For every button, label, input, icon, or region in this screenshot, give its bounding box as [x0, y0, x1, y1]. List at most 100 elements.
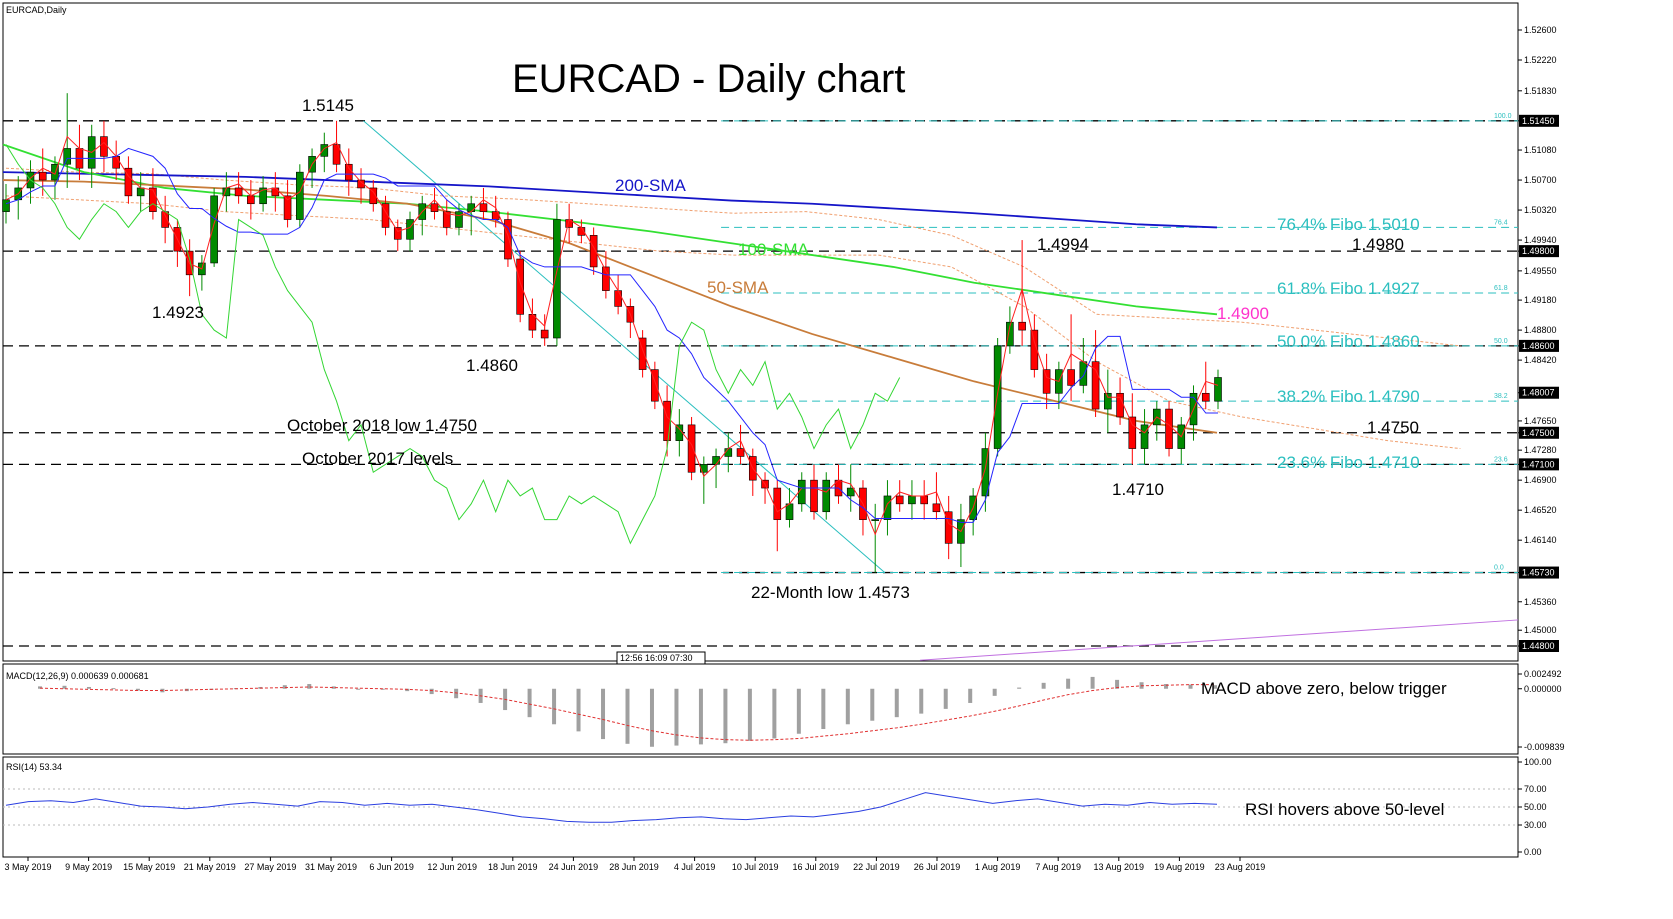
ichimoku-span-a — [5, 167, 1461, 347]
candle-body — [455, 211, 463, 228]
fib-ratio-label: 50.0 — [1494, 338, 1508, 345]
candle-body — [149, 187, 157, 212]
x-tick-label: 6 Jun 2019 — [369, 862, 414, 872]
candle-body — [1165, 408, 1173, 449]
macd-histogram-bar — [723, 688, 728, 744]
candle-body — [908, 495, 916, 505]
price-box — [1519, 640, 1559, 652]
macd-histogram-bar — [62, 685, 67, 689]
fib-ratio-label: 76.4 — [1494, 219, 1508, 226]
x-tick-label: 4 Jul 2019 — [674, 862, 716, 872]
x-tick-label: 26 Jul 2019 — [914, 862, 961, 872]
fib-ratio-label: 0.0 — [1494, 565, 1504, 572]
candle-body — [895, 495, 904, 505]
x-tick-label: 15 May 2019 — [123, 862, 175, 872]
label-sma50: 50-SMA — [707, 278, 769, 297]
candle-body — [871, 519, 880, 521]
price-box — [1519, 426, 1559, 439]
price-box — [1519, 245, 1559, 258]
symbol-label: EURCAD,Daily — [6, 5, 67, 15]
candle-body — [810, 479, 818, 513]
candle-body — [393, 227, 402, 240]
candle-body — [1091, 361, 1100, 410]
candle-body — [687, 424, 696, 473]
macd-histogram-bar — [356, 688, 361, 690]
y-tick-label: 1.45000 — [1524, 625, 1557, 635]
macd-histogram-bar — [698, 688, 703, 745]
macd-histogram-bar — [454, 688, 459, 699]
candle-body — [100, 136, 108, 157]
macd-histogram-bar — [1188, 684, 1193, 689]
x-tick-label: 31 May 2019 — [305, 862, 357, 872]
y-tick-label: 1.49550 — [1524, 266, 1557, 276]
x-tick-label: 27 May 2019 — [244, 862, 296, 872]
macd-histogram-bar — [405, 688, 410, 692]
price-box-label: 1.48600 — [1522, 341, 1555, 351]
macd-histogram-bar — [38, 686, 42, 689]
candle-body — [1140, 424, 1149, 449]
y-tick-label: 1.46900 — [1524, 475, 1557, 485]
candle-body — [944, 511, 953, 544]
candle-body — [932, 503, 941, 513]
macd-histogram-bar — [1041, 682, 1046, 689]
candle-body — [357, 179, 365, 189]
label-oct2017: October 2017 levels — [302, 449, 453, 468]
macd-histogram-bar — [894, 688, 899, 718]
y-tick-label: 1.52600 — [1524, 25, 1557, 35]
label-lvl-1-4980: 1.4980 — [1352, 235, 1404, 254]
x-tick-label: 24 Jun 2019 — [549, 862, 599, 872]
macd-panel-frame — [2, 663, 1519, 755]
macd-histogram-bar — [968, 688, 973, 703]
y-tick-label: 1.45360 — [1524, 597, 1557, 607]
y-tick-label: 1.47650 — [1524, 416, 1557, 426]
sma100-line — [2, 143, 1218, 316]
candle-body — [1214, 377, 1222, 402]
candle-body — [112, 156, 120, 169]
chart-title: EURCAD - Daily chart — [512, 57, 905, 101]
label-low-22m: 22-Month low 1.4573 — [751, 583, 910, 602]
sma200-line — [2, 171, 1218, 229]
candle-body — [589, 235, 598, 268]
macd-histogram-bar — [527, 688, 532, 718]
candle-body — [1104, 392, 1112, 410]
label-res-1-4900: 1.4900 — [1217, 304, 1269, 323]
macd-histogram-bar — [747, 688, 752, 741]
candle-body — [504, 219, 512, 260]
x-tick-label: 21 May 2019 — [184, 862, 236, 872]
candle-body — [259, 187, 267, 205]
label-high-1-4994: 1.4994 — [1037, 235, 1089, 254]
fib-label-76: 76.4% Fibo 1.5010 — [1277, 215, 1420, 234]
macd-histogram-bar — [919, 688, 924, 714]
macd-annotation: MACD above zero, below trigger — [1201, 679, 1447, 698]
price-box — [1519, 339, 1559, 352]
candle-body — [1018, 321, 1026, 331]
price-box-label: 1.45730 — [1522, 568, 1555, 578]
candle-body — [296, 171, 304, 220]
label-sma100: 100-SMA — [738, 240, 810, 259]
price-box-label: 1.48007 — [1522, 388, 1555, 398]
candle-body — [442, 211, 451, 228]
macd-y-tick-label: 0.002492 — [1524, 669, 1562, 679]
macd-histogram-bar — [552, 688, 557, 725]
x-tick-label: 16 Jul 2019 — [793, 862, 840, 872]
candle-body — [773, 487, 782, 520]
macd-histogram-bar — [821, 688, 826, 730]
candle-body — [479, 203, 488, 212]
x-tick-label: 19 Aug 2019 — [1154, 862, 1205, 872]
y-tick-label: 1.49180 — [1524, 295, 1557, 305]
macd-histogram-bar — [307, 684, 312, 689]
macd-histogram-bar — [649, 688, 654, 747]
y-tick-label: 1.48800 — [1524, 325, 1557, 335]
candle-body — [540, 329, 549, 339]
candle-body — [638, 337, 647, 370]
candle-body — [344, 163, 353, 181]
candle-body — [553, 219, 561, 339]
candle-body — [369, 187, 378, 205]
candle-body — [38, 171, 47, 181]
macd-histogram-bar — [86, 686, 91, 689]
macd-histogram-bar — [282, 685, 287, 689]
candle-body — [822, 479, 831, 513]
macd-histogram-bar — [135, 688, 140, 691]
candle-body — [1128, 416, 1137, 449]
